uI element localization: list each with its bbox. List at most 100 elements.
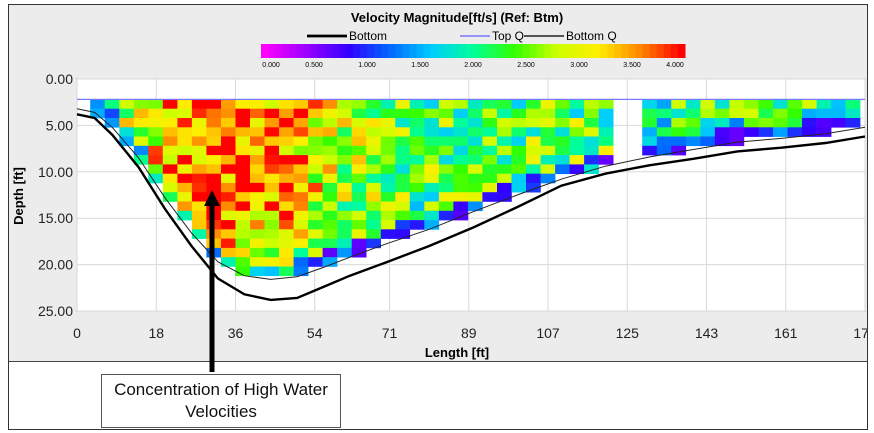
velocity-cell xyxy=(308,220,323,230)
velocity-cell xyxy=(206,136,222,147)
velocity-cell xyxy=(424,108,440,119)
velocity-cell xyxy=(497,182,512,193)
velocity-cell xyxy=(308,136,323,147)
figure-frame: Velocity Magnitude[ft/s] (Ref: Btm) Bott… xyxy=(8,4,874,430)
velocity-cell xyxy=(221,99,236,109)
velocity-cell xyxy=(221,136,236,147)
velocity-cell xyxy=(133,99,149,109)
velocity-cell xyxy=(293,229,309,239)
velocity-cell xyxy=(656,136,672,147)
velocity-cell xyxy=(787,118,803,128)
velocity-cell xyxy=(206,155,222,165)
colorbar-segment xyxy=(564,44,573,58)
velocity-cell xyxy=(337,220,352,230)
velocity-cell xyxy=(584,155,599,165)
colorbar-tick-label: 3.000 xyxy=(570,62,588,69)
velocity-cell xyxy=(308,118,323,128)
velocity-cell xyxy=(221,155,236,165)
velocity-cell xyxy=(424,145,440,156)
velocity-cell xyxy=(497,164,512,174)
velocity-cell xyxy=(409,108,425,119)
velocity-cell xyxy=(409,145,425,156)
velocity-cell xyxy=(351,155,367,165)
velocity-cell xyxy=(467,127,483,137)
velocity-cell xyxy=(467,192,483,202)
velocity-cell xyxy=(467,99,483,109)
colorbar-tick-label: 0.000 xyxy=(262,62,280,69)
velocity-cell xyxy=(322,220,338,230)
x-tick-label: 125 xyxy=(616,325,640,341)
velocity-cell xyxy=(221,257,236,267)
velocity-cell xyxy=(279,201,294,212)
velocity-cell xyxy=(743,118,759,128)
colorbar-tick-label: 1.000 xyxy=(358,62,376,69)
velocity-cell xyxy=(773,127,788,137)
velocity-cell xyxy=(424,220,440,230)
velocity-cell xyxy=(235,210,251,221)
velocity-cell xyxy=(380,99,396,109)
colorbar-segment xyxy=(359,44,368,58)
colorbar-segment xyxy=(501,44,509,58)
velocity-cell xyxy=(438,127,454,137)
velocity-cell xyxy=(191,127,207,137)
legend: Bottom Top Q Bottom Q xyxy=(307,29,617,43)
velocity-cell xyxy=(351,145,367,156)
velocity-cell xyxy=(250,99,265,109)
velocity-cell xyxy=(177,136,193,147)
velocity-cell xyxy=(279,210,294,221)
velocity-cell xyxy=(380,145,396,156)
colorbar-segment xyxy=(593,44,601,58)
velocity-cell xyxy=(467,173,483,184)
colorbar-segment xyxy=(331,44,340,58)
velocity-cell xyxy=(555,145,570,156)
velocity-cell xyxy=(366,155,381,165)
legend-label: Bottom Q xyxy=(566,29,617,43)
colorbar: 0.000 0.500 1.000 1.500 2.000 2.500 3.000 3.500… xyxy=(261,44,686,69)
velocity-cell xyxy=(395,136,411,147)
velocity-cell xyxy=(729,99,745,109)
velocity-cell xyxy=(235,257,251,267)
velocity-cell xyxy=(424,182,440,193)
velocity-cell xyxy=(366,192,381,202)
velocity-cell xyxy=(119,136,135,147)
velocity-cell xyxy=(497,192,512,202)
velocity-cell xyxy=(569,99,585,109)
velocity-cell xyxy=(453,201,469,212)
velocity-cell xyxy=(453,210,469,221)
velocity-cell xyxy=(511,182,527,193)
velocity-cell xyxy=(453,164,469,174)
velocity-cell xyxy=(162,173,178,184)
velocity-cell xyxy=(250,118,265,128)
velocity-cell xyxy=(221,164,236,174)
velocity-cell xyxy=(206,99,222,109)
velocity-cell xyxy=(395,192,411,202)
colorbar-segment xyxy=(635,44,644,58)
velocity-cell xyxy=(598,118,614,128)
velocity-cell xyxy=(642,99,657,109)
colorbar-segment xyxy=(416,44,425,58)
velocity-cell xyxy=(279,182,294,193)
velocity-cell xyxy=(671,127,687,137)
velocity-cell xyxy=(453,127,469,137)
velocity-cell xyxy=(526,155,541,165)
velocity-cell xyxy=(279,118,294,128)
velocity-cell xyxy=(584,145,599,156)
velocity-cell xyxy=(555,108,570,119)
x-tick-label: 89 xyxy=(461,325,477,341)
velocity-cell xyxy=(511,145,527,156)
velocity-cell xyxy=(337,118,352,128)
velocity-cell xyxy=(671,118,687,128)
velocity-cell xyxy=(293,173,309,184)
velocity-cell xyxy=(511,99,527,109)
velocity-cell xyxy=(177,201,193,212)
velocity-cell xyxy=(293,145,309,156)
velocity-cell xyxy=(279,220,294,230)
velocity-cell xyxy=(293,220,309,230)
velocity-cell xyxy=(264,182,280,193)
velocity-cell xyxy=(409,127,425,137)
velocity-cell xyxy=(555,99,570,109)
velocity-cell xyxy=(264,229,280,239)
colorbar-segment xyxy=(409,44,417,58)
velocity-cell xyxy=(279,192,294,202)
velocity-cell xyxy=(482,182,498,193)
